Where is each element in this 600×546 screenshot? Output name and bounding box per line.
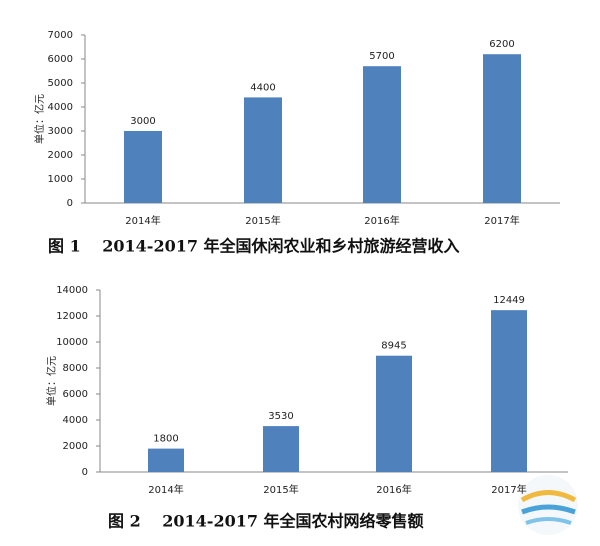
x-tick-label: 2015年 <box>263 483 298 496</box>
logo-arc <box>520 490 577 503</box>
value-label: 5700 <box>369 51 394 62</box>
y-tick-label: 3000 <box>48 126 73 137</box>
x-tick-label: 2014年 <box>148 483 183 496</box>
y-tick-label: 10000 <box>56 337 88 348</box>
logo-wave <box>521 504 576 515</box>
logo-wave <box>525 517 572 525</box>
y-tick-label: 14000 <box>56 285 88 296</box>
y-tick-label: 0 <box>67 198 73 209</box>
y-tick-label: 2000 <box>48 150 73 161</box>
y-tick-label: 12000 <box>56 311 88 322</box>
bar <box>483 54 521 204</box>
x-tick-label: 2016年 <box>364 214 399 227</box>
y-tick-label: 7000 <box>48 30 73 41</box>
chart-title: 图 2 2014-2017 年全国农村网络零售额 <box>108 512 424 531</box>
y-tick-label: 4000 <box>63 415 88 426</box>
y-tick-label: 1000 <box>48 174 73 185</box>
y-tick-label: 5000 <box>48 78 73 89</box>
bar <box>376 355 412 472</box>
bar <box>491 310 527 472</box>
value-label: 1800 <box>153 434 178 445</box>
x-tick-label: 2014年 <box>125 214 160 227</box>
value-label: 3000 <box>130 116 155 127</box>
y-tick-label: 2000 <box>63 441 88 452</box>
y-tick-label: 6000 <box>48 54 73 65</box>
bar <box>124 131 162 203</box>
value-label: 3530 <box>268 411 293 422</box>
chart-title: 图 1 2014-2017 年全国休闲农业和乡村旅游经营收入 <box>48 237 460 256</box>
value-label: 4400 <box>250 82 275 93</box>
bar <box>263 426 299 472</box>
bar <box>148 448 184 472</box>
y-axis-label: 单位：亿元 <box>45 356 58 406</box>
y-tick-label: 6000 <box>63 389 88 400</box>
bar <box>244 97 282 203</box>
x-tick-label: 2017年 <box>491 483 526 496</box>
bar <box>363 66 401 203</box>
y-tick-label: 8000 <box>63 363 88 374</box>
value-label: 6200 <box>489 39 514 50</box>
value-label: 12449 <box>493 295 525 306</box>
x-tick-label: 2017年 <box>484 214 519 227</box>
y-axis-label: 单位：亿元 <box>33 94 46 144</box>
value-label: 8945 <box>381 341 406 352</box>
y-tick-label: 0 <box>82 467 88 478</box>
x-tick-label: 2015年 <box>245 214 280 227</box>
y-tick-label: 4000 <box>48 102 73 113</box>
logo <box>518 475 578 535</box>
x-tick-label: 2016年 <box>376 483 411 496</box>
